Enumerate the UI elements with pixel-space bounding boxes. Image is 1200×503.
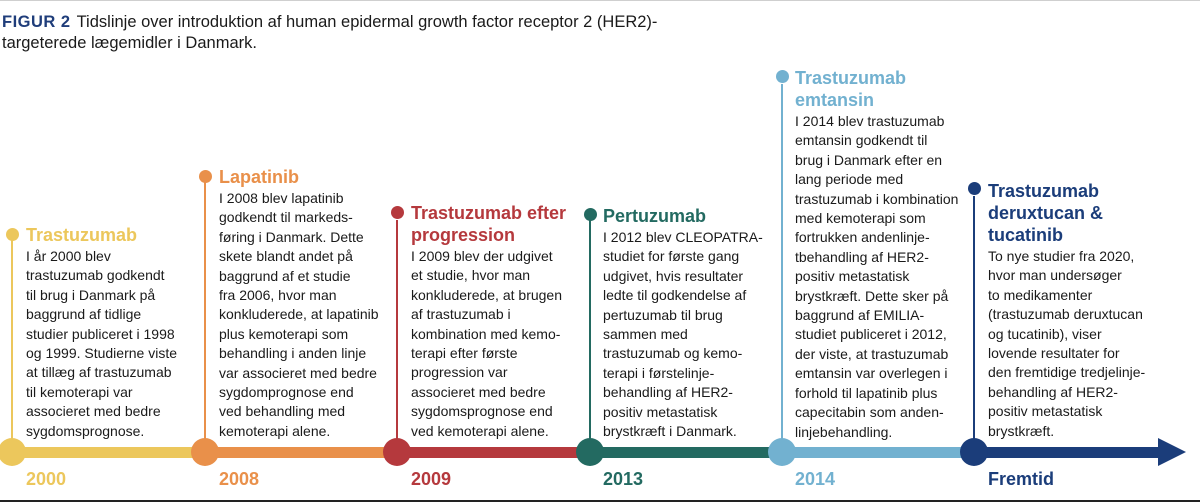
figure-label: FIGUR 2	[2, 13, 71, 31]
event-text-2009: I 2009 blev der udgivet et studie, hvor …	[411, 248, 562, 439]
bottom-rule	[0, 500, 1200, 502]
timeline-segment-future	[974, 447, 1160, 458]
event-text-2000: I år 2000 blev trastuzumab godkendt til …	[26, 248, 177, 439]
event-text-2013: I 2012 blev CLEOPATRA- studiet for først…	[603, 229, 763, 440]
top-rule	[0, 0, 1200, 1]
dot-2014	[776, 70, 789, 83]
event-text-2014: I 2014 blev trastuzumab emtansin godkend…	[795, 113, 959, 440]
timeline-segment-2008	[205, 447, 397, 458]
stem-2000	[11, 236, 13, 444]
timeline-segment-2000	[12, 447, 205, 458]
year-label-2000: 2000	[26, 469, 67, 489]
stem-2013	[589, 220, 591, 444]
dot-2008	[199, 170, 212, 183]
event-title-future: Trastuzumab deruxtucan & tucatinib	[988, 181, 1104, 245]
timeline-node-2014	[768, 438, 796, 466]
event-title-2013: Pertuzumab	[603, 206, 707, 226]
dot-2000	[6, 228, 19, 241]
event-title-2009: Trastuzumab efter progression	[411, 203, 567, 245]
event-title-2008: Lapatinib	[219, 167, 299, 187]
dot-future	[968, 182, 981, 195]
year-label-2008: 2008	[219, 469, 260, 489]
event-text-future: To nye studier fra 2020, hvor man unders…	[988, 248, 1146, 439]
timeline-node-2000	[0, 438, 26, 466]
timeline-node-2009	[383, 438, 411, 466]
event-title-2014: Trastuzumab emtansin	[795, 68, 907, 110]
dot-2013	[584, 208, 597, 221]
year-label-future: Fremtid	[988, 469, 1055, 489]
stem-2014	[781, 84, 783, 444]
year-label-2014: 2014	[795, 469, 836, 489]
figure-caption: FIGUR 2 Tidslinje over introduktion af hu…	[2, 12, 722, 54]
figure-title: Tidslinje over introduktion af human epi…	[2, 13, 658, 52]
timeline-node-2013	[576, 438, 604, 466]
stem-future	[973, 196, 975, 444]
year-label-2009: 2009	[411, 469, 452, 489]
stem-2008	[204, 180, 206, 444]
timeline-arrow-icon	[1158, 438, 1186, 466]
dot-2009	[391, 206, 404, 219]
stem-2009	[396, 220, 398, 444]
timeline-node-future	[960, 438, 988, 466]
timeline-segment-2013	[590, 447, 782, 458]
event-title-2000: Trastuzumab	[26, 225, 138, 245]
year-label-2013: 2013	[603, 469, 644, 489]
timeline-segment-2014	[782, 447, 974, 458]
timeline-node-2008	[191, 438, 219, 466]
event-text-2008: I 2008 blev lapatinib godkendt til marke…	[219, 190, 379, 439]
timeline-segment-2009	[397, 447, 590, 458]
